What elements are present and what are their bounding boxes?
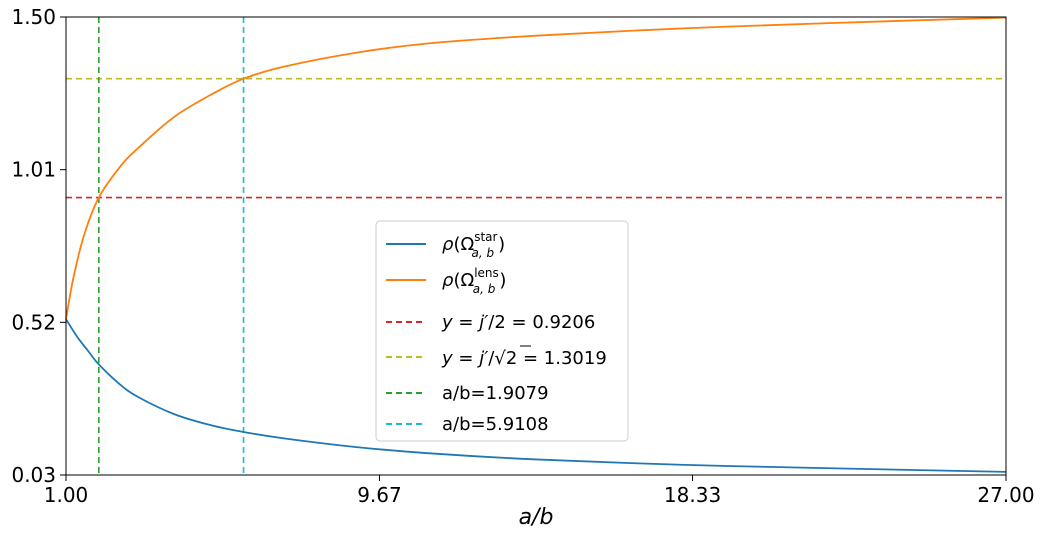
x-tick-label: 1.00 — [44, 483, 89, 507]
x-tick-label: 9.67 — [357, 483, 402, 507]
x-tick-label: 18.33 — [664, 483, 721, 507]
x-axis-label: a/b — [519, 505, 554, 530]
y-tick-label: 0.52 — [11, 310, 56, 334]
legend-label-star: ρ(Ωstar a, b) — [442, 230, 505, 260]
legend-label-vline-green: a/b=1.9079 — [442, 383, 549, 404]
legend-label-vline-cyan: a/b=5.9108 — [442, 414, 549, 435]
legend-label-hline-olive: y = j′/√2 = 1.3019 — [441, 348, 607, 369]
legend-sup-star: star — [474, 230, 497, 244]
series-line-star — [65, 318, 1007, 473]
reference-lines — [66, 17, 1006, 475]
legend-box — [375, 220, 629, 442]
series-line-lens — [65, 16, 1007, 320]
legend: ρ(Ωstar a, b) ρ(Ωlens a, b) y = j′/2 = 0.9… — [375, 220, 629, 442]
legend-sup-lens: lens — [474, 266, 499, 280]
axis-ticks: 1.00 9.67 18.33 27.00 0.03 0.52 1.01 1.50 — [11, 5, 1034, 507]
legend-sub-star: a, b — [471, 246, 494, 260]
y-tick-label: 1.01 — [11, 158, 56, 182]
y-tick-label: 1.50 — [11, 5, 56, 29]
x-tick-label: 27.00 — [977, 483, 1034, 507]
legend-label-hline-red: y = j′/2 = 0.9206 — [441, 312, 595, 333]
legend-sub-lens: a, b — [473, 282, 496, 296]
plot-frame — [65, 16, 1007, 476]
series-lines — [65, 16, 1007, 473]
legend-label-lens: ρ(Ωlens a, b) — [442, 266, 506, 296]
y-tick-label: 0.03 — [11, 463, 56, 487]
